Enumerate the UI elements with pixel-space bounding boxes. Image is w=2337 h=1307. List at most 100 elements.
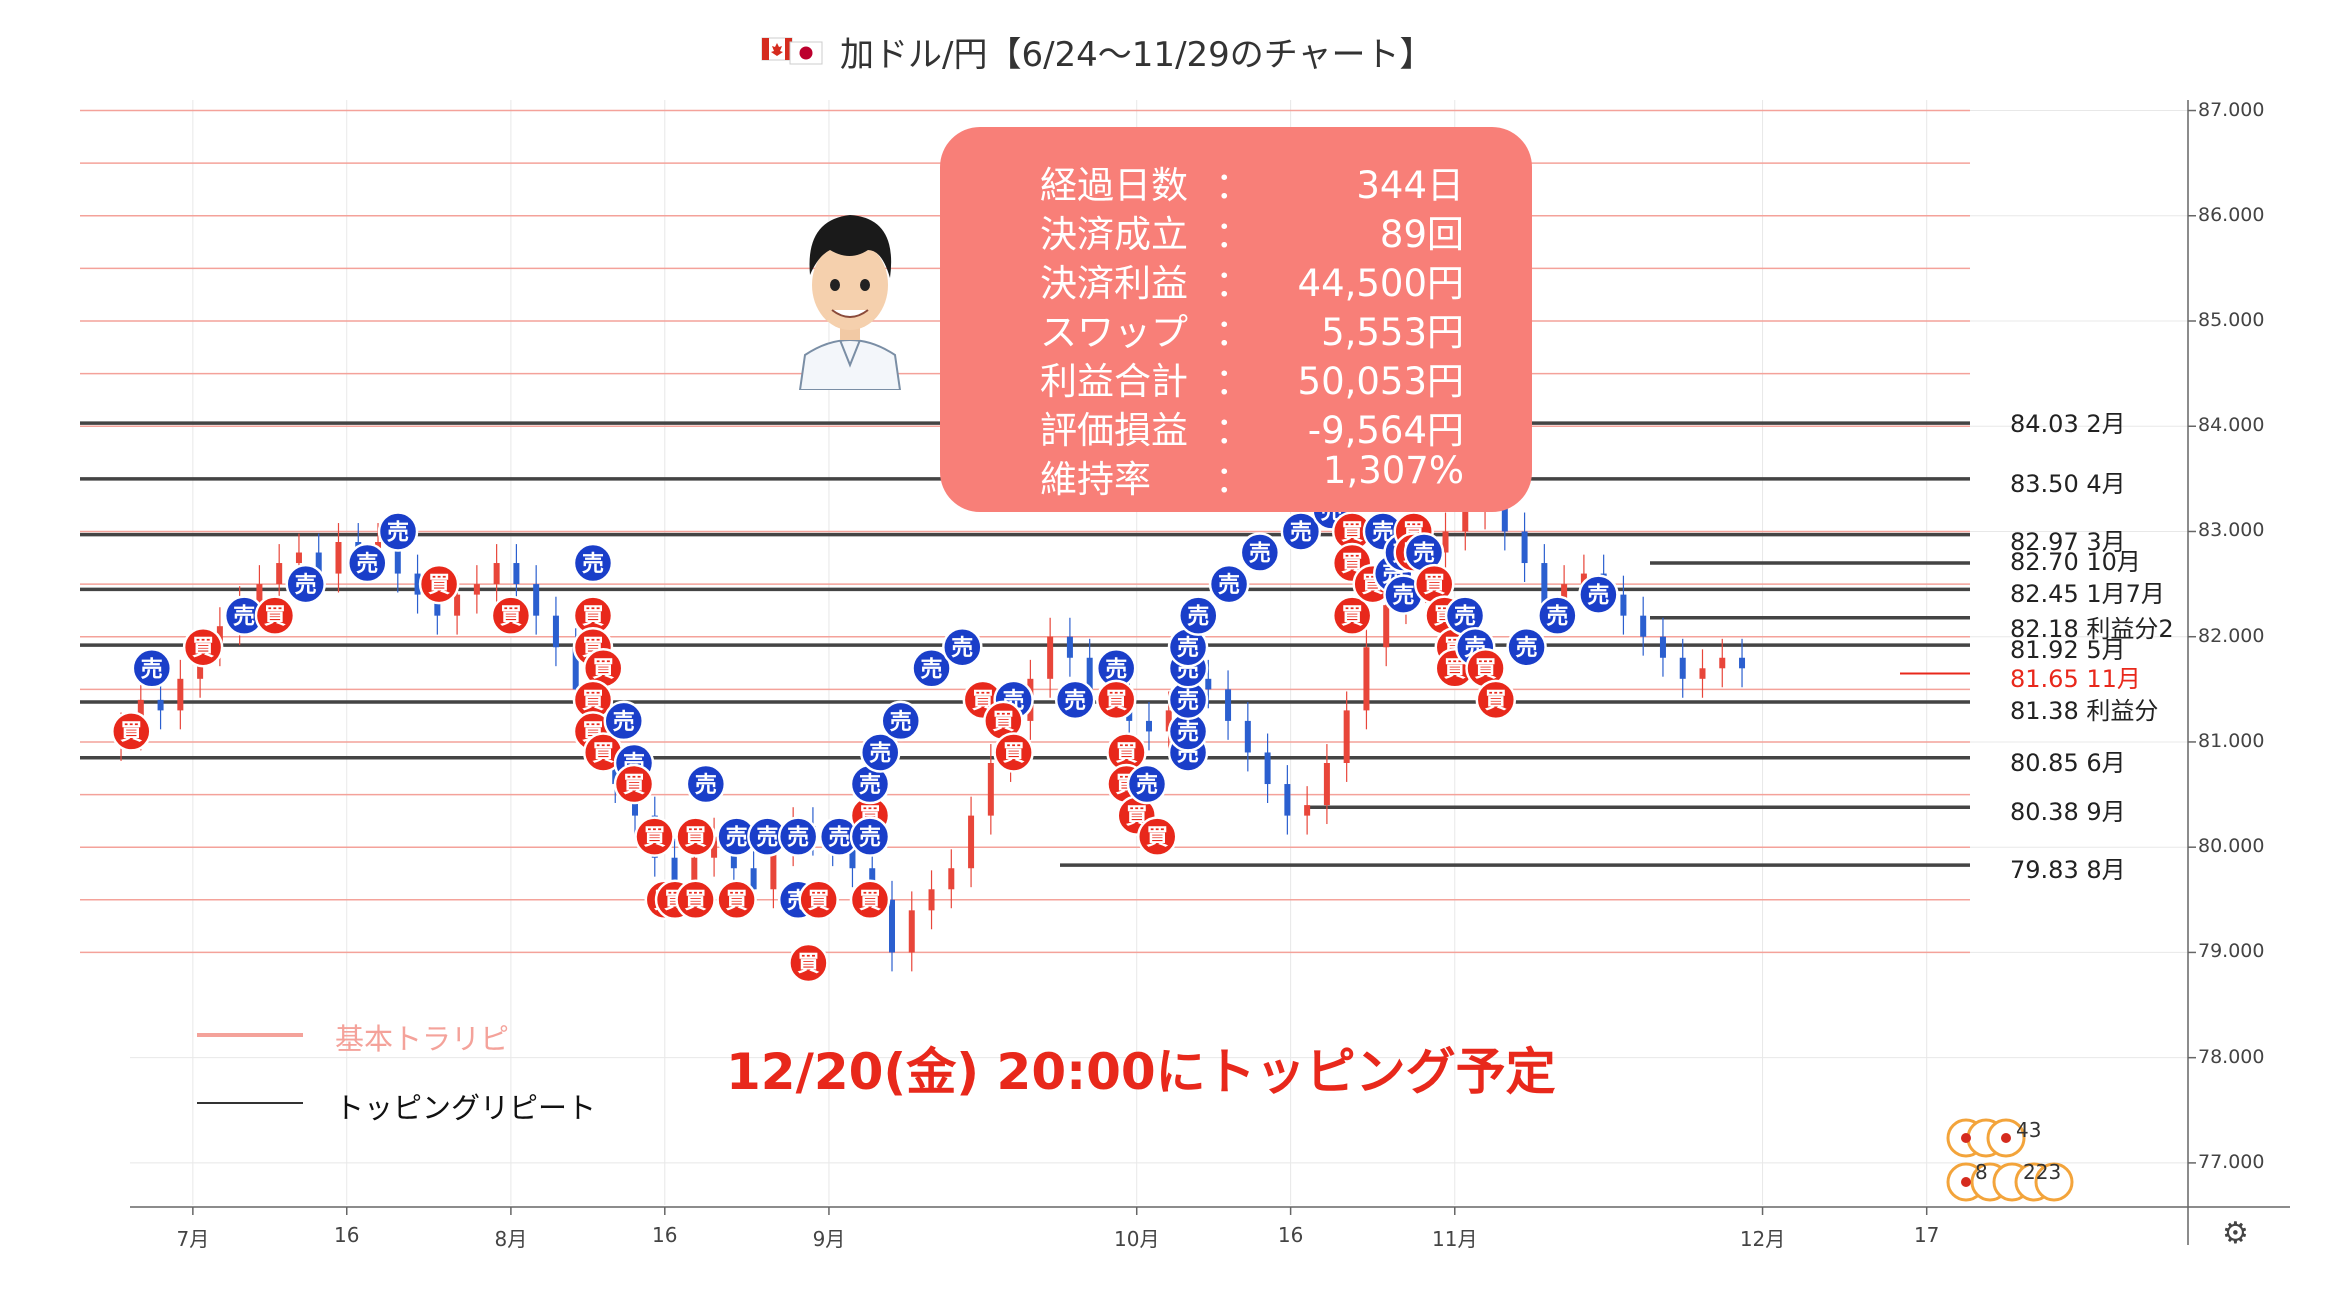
sell-marker: 売 xyxy=(1578,574,1619,615)
y-tick-label: 80.000 xyxy=(2198,835,2265,858)
x-tick-label: 9月 xyxy=(812,1227,846,1251)
candle-body xyxy=(908,910,915,953)
sell-marker: 売 xyxy=(347,542,388,584)
candle-body xyxy=(888,899,895,953)
badge-count-bottom-left: 8 xyxy=(1975,1160,1988,1184)
sell-marker: 売 xyxy=(747,816,788,857)
buy-marker: 買 xyxy=(1413,563,1455,605)
canada-japan-flag-icon xyxy=(760,32,826,70)
svg-text:売: 売 xyxy=(828,825,850,851)
y-tick-label: 83.000 xyxy=(2198,519,2265,542)
svg-text:買: 買 xyxy=(644,826,666,851)
svg-text:売: 売 xyxy=(726,825,748,851)
svg-text:買: 買 xyxy=(1003,741,1025,766)
svg-text:買: 買 xyxy=(726,889,748,914)
svg-text:買: 買 xyxy=(264,605,286,630)
legend-basic-label: 基本トラリピ xyxy=(335,1022,510,1056)
svg-text:買: 買 xyxy=(797,952,819,977)
svg-text:売: 売 xyxy=(1136,772,1158,798)
buy-marker: 買 xyxy=(182,626,224,668)
buy-marker: 買 xyxy=(798,879,839,921)
level-label: 79.83 8月 xyxy=(2010,856,2126,885)
x-tick-label: 17 xyxy=(1913,1223,1940,1247)
candle-body xyxy=(1284,784,1291,816)
svg-text:売: 売 xyxy=(1290,519,1312,545)
legend-topping-label: トッピングリピート xyxy=(335,1091,597,1125)
x-tick-label: 7月 xyxy=(176,1227,210,1251)
sell-marker: 売 xyxy=(1208,563,1250,605)
svg-text:買: 買 xyxy=(592,741,614,766)
candle-body xyxy=(177,678,184,711)
svg-text:売: 売 xyxy=(1105,656,1127,682)
candle-body xyxy=(1521,531,1528,564)
candle-body xyxy=(849,847,856,869)
x-tick-label: 8月 xyxy=(494,1227,528,1251)
trade-markers: 買売買売買売売売買買売買買買買買買売売買買買買買買売買売売売売買買売買買売売売売… xyxy=(111,458,1619,984)
stats-panel: 経過日数： 344日 決済成立： 89回 決済利益： 44,500円 スワップ： 5,5… xyxy=(940,127,1532,512)
svg-text:売: 売 xyxy=(756,825,778,851)
candle-body xyxy=(1205,678,1212,690)
candle-body xyxy=(454,594,461,616)
level-label: 81.38 利益分 xyxy=(2010,696,2159,725)
candle-body xyxy=(1541,563,1548,606)
candle-body xyxy=(572,647,579,690)
level-label: 80.38 9月 xyxy=(2010,798,2126,827)
buy-marker: 買 xyxy=(1475,679,1517,721)
candle-body xyxy=(1264,752,1271,785)
candle-body xyxy=(1086,657,1093,690)
y-tick-label: 81.000 xyxy=(2198,729,2265,752)
svg-text:売: 売 xyxy=(695,772,717,798)
candle-body xyxy=(394,542,401,574)
buy-marker: 買 xyxy=(849,879,891,921)
candle-body xyxy=(552,615,559,648)
candle-body xyxy=(315,552,322,574)
gear-icon[interactable]: ⚙ xyxy=(2222,1216,2249,1251)
svg-text:売: 売 xyxy=(141,656,163,682)
svg-text:売: 売 xyxy=(1187,604,1209,630)
svg-text:買: 買 xyxy=(1341,520,1363,545)
candle-body xyxy=(1462,510,1469,532)
sell-marker: 売 xyxy=(131,648,173,689)
topping-notice: 12/20(金) 20:00にトッピング予定 xyxy=(726,1043,1556,1101)
candle-body xyxy=(1066,636,1073,658)
svg-text:買: 買 xyxy=(120,720,142,745)
svg-text:売: 売 xyxy=(1177,719,1199,745)
level-label: 82.70 10月 xyxy=(2010,548,2141,577)
candle-body xyxy=(711,836,718,858)
svg-text:買: 買 xyxy=(1115,741,1137,766)
svg-text:買: 買 xyxy=(582,689,604,714)
buy-marker: 買 xyxy=(788,942,829,984)
svg-text:売: 売 xyxy=(1413,541,1435,567)
svg-text:売: 売 xyxy=(295,572,317,598)
candle-body xyxy=(1047,636,1054,679)
candle-body xyxy=(1640,615,1647,637)
y-tick-label: 87.000 xyxy=(2198,98,2265,121)
svg-text:買: 買 xyxy=(192,636,214,661)
y-tick-label: 77.000 xyxy=(2198,1150,2265,1173)
sell-marker: 売 xyxy=(1054,679,1096,721)
candle-body xyxy=(1679,657,1686,679)
axes xyxy=(130,100,2290,1245)
y-tick-label: 84.000 xyxy=(2198,414,2265,437)
chart-title: 加ドル/円【6/24〜11/29のチャート】 xyxy=(760,26,1433,76)
level-label: 82.45 1月7月 xyxy=(2010,580,2165,609)
svg-text:買: 買 xyxy=(1485,689,1507,714)
svg-text:買: 買 xyxy=(1475,657,1497,682)
level-label: 83.50 4月 xyxy=(2010,469,2126,498)
svg-text:売: 売 xyxy=(1454,604,1476,630)
level-label: 84.03 2月 xyxy=(2010,410,2126,439)
candle-body xyxy=(1363,647,1370,711)
sell-marker: 売 xyxy=(880,700,922,742)
x-tick-label: 10月 xyxy=(1113,1227,1160,1251)
y-tick-label: 82.000 xyxy=(2198,624,2265,647)
y-tick-label: 78.000 xyxy=(2198,1045,2265,1068)
sell-marker: 売 xyxy=(911,648,952,689)
sell-marker: 売 xyxy=(849,816,891,857)
y-tick-label: 86.000 xyxy=(2198,203,2265,226)
sell-marker: 売 xyxy=(285,563,326,605)
candle-body xyxy=(493,563,500,585)
sell-marker: 売 xyxy=(1167,626,1209,668)
buy-marker: 買 xyxy=(254,595,296,636)
sell-marker: 売 xyxy=(849,763,891,805)
